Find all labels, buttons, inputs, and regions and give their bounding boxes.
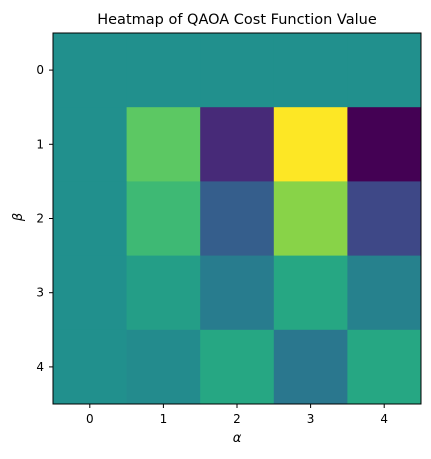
heatmap-cell-r4-c4 <box>347 329 422 405</box>
x-tick-label: 4 <box>380 412 388 426</box>
y-axis-label: β <box>11 213 26 222</box>
heatmap-cell-r1-c3 <box>273 107 348 182</box>
heatmap-cell-r1-c4 <box>347 107 422 182</box>
heatmap-cell-r0-c0 <box>53 33 128 108</box>
x-tick-label: 0 <box>86 412 94 426</box>
heatmap-cell-r1-c2 <box>200 107 275 182</box>
heatmap-cell-r3-c0 <box>53 255 128 331</box>
heatmap-cell-r3-c4 <box>347 255 422 331</box>
x-tick-label: 1 <box>160 412 168 426</box>
heatmap-cell-r1-c0 <box>53 107 128 182</box>
heatmap-cell-r4-c1 <box>126 329 201 405</box>
y-tick-label: 3 <box>36 286 44 300</box>
y-tick-label: 2 <box>36 212 44 226</box>
heatmap-cell-r4-c0 <box>53 329 128 405</box>
y-tick-label: 1 <box>36 137 44 151</box>
y-axis-ticks: 0 1 2 3 4 <box>36 63 53 374</box>
heatmap-cell-r0-c1 <box>126 33 201 108</box>
heatmap-cell-r0-c4 <box>347 33 422 108</box>
heatmap-cell-r2-c3 <box>273 181 348 257</box>
y-tick-label: 4 <box>36 360 44 374</box>
heatmap-cells <box>53 33 422 405</box>
y-tick-label: 0 <box>36 63 44 77</box>
heatmap-cell-r3-c1 <box>126 255 201 331</box>
heatmap-cell-r2-c1 <box>126 181 201 257</box>
x-tick-label: 2 <box>233 412 241 426</box>
heatmap-cell-r2-c0 <box>53 181 128 257</box>
x-axis-label: α <box>233 431 242 446</box>
heatmap-cell-r1-c1 <box>126 107 201 182</box>
x-tick-label: 3 <box>307 412 315 426</box>
x-axis-ticks: 0 1 2 3 4 <box>86 404 388 426</box>
heatmap-cell-r2-c4 <box>347 181 422 257</box>
heatmap-cell-r4-c3 <box>273 329 348 405</box>
heatmap-cell-r0-c2 <box>200 33 275 108</box>
heatmap-cell-r3-c2 <box>200 255 275 331</box>
chart-title: Heatmap of QAOA Cost Function Value <box>97 12 377 28</box>
heatmap-cell-r4-c2 <box>200 329 275 405</box>
heatmap-cell-r2-c2 <box>200 181 275 257</box>
heatmap-cell-r3-c3 <box>273 255 348 331</box>
heatmap-cell-r0-c3 <box>273 33 348 108</box>
